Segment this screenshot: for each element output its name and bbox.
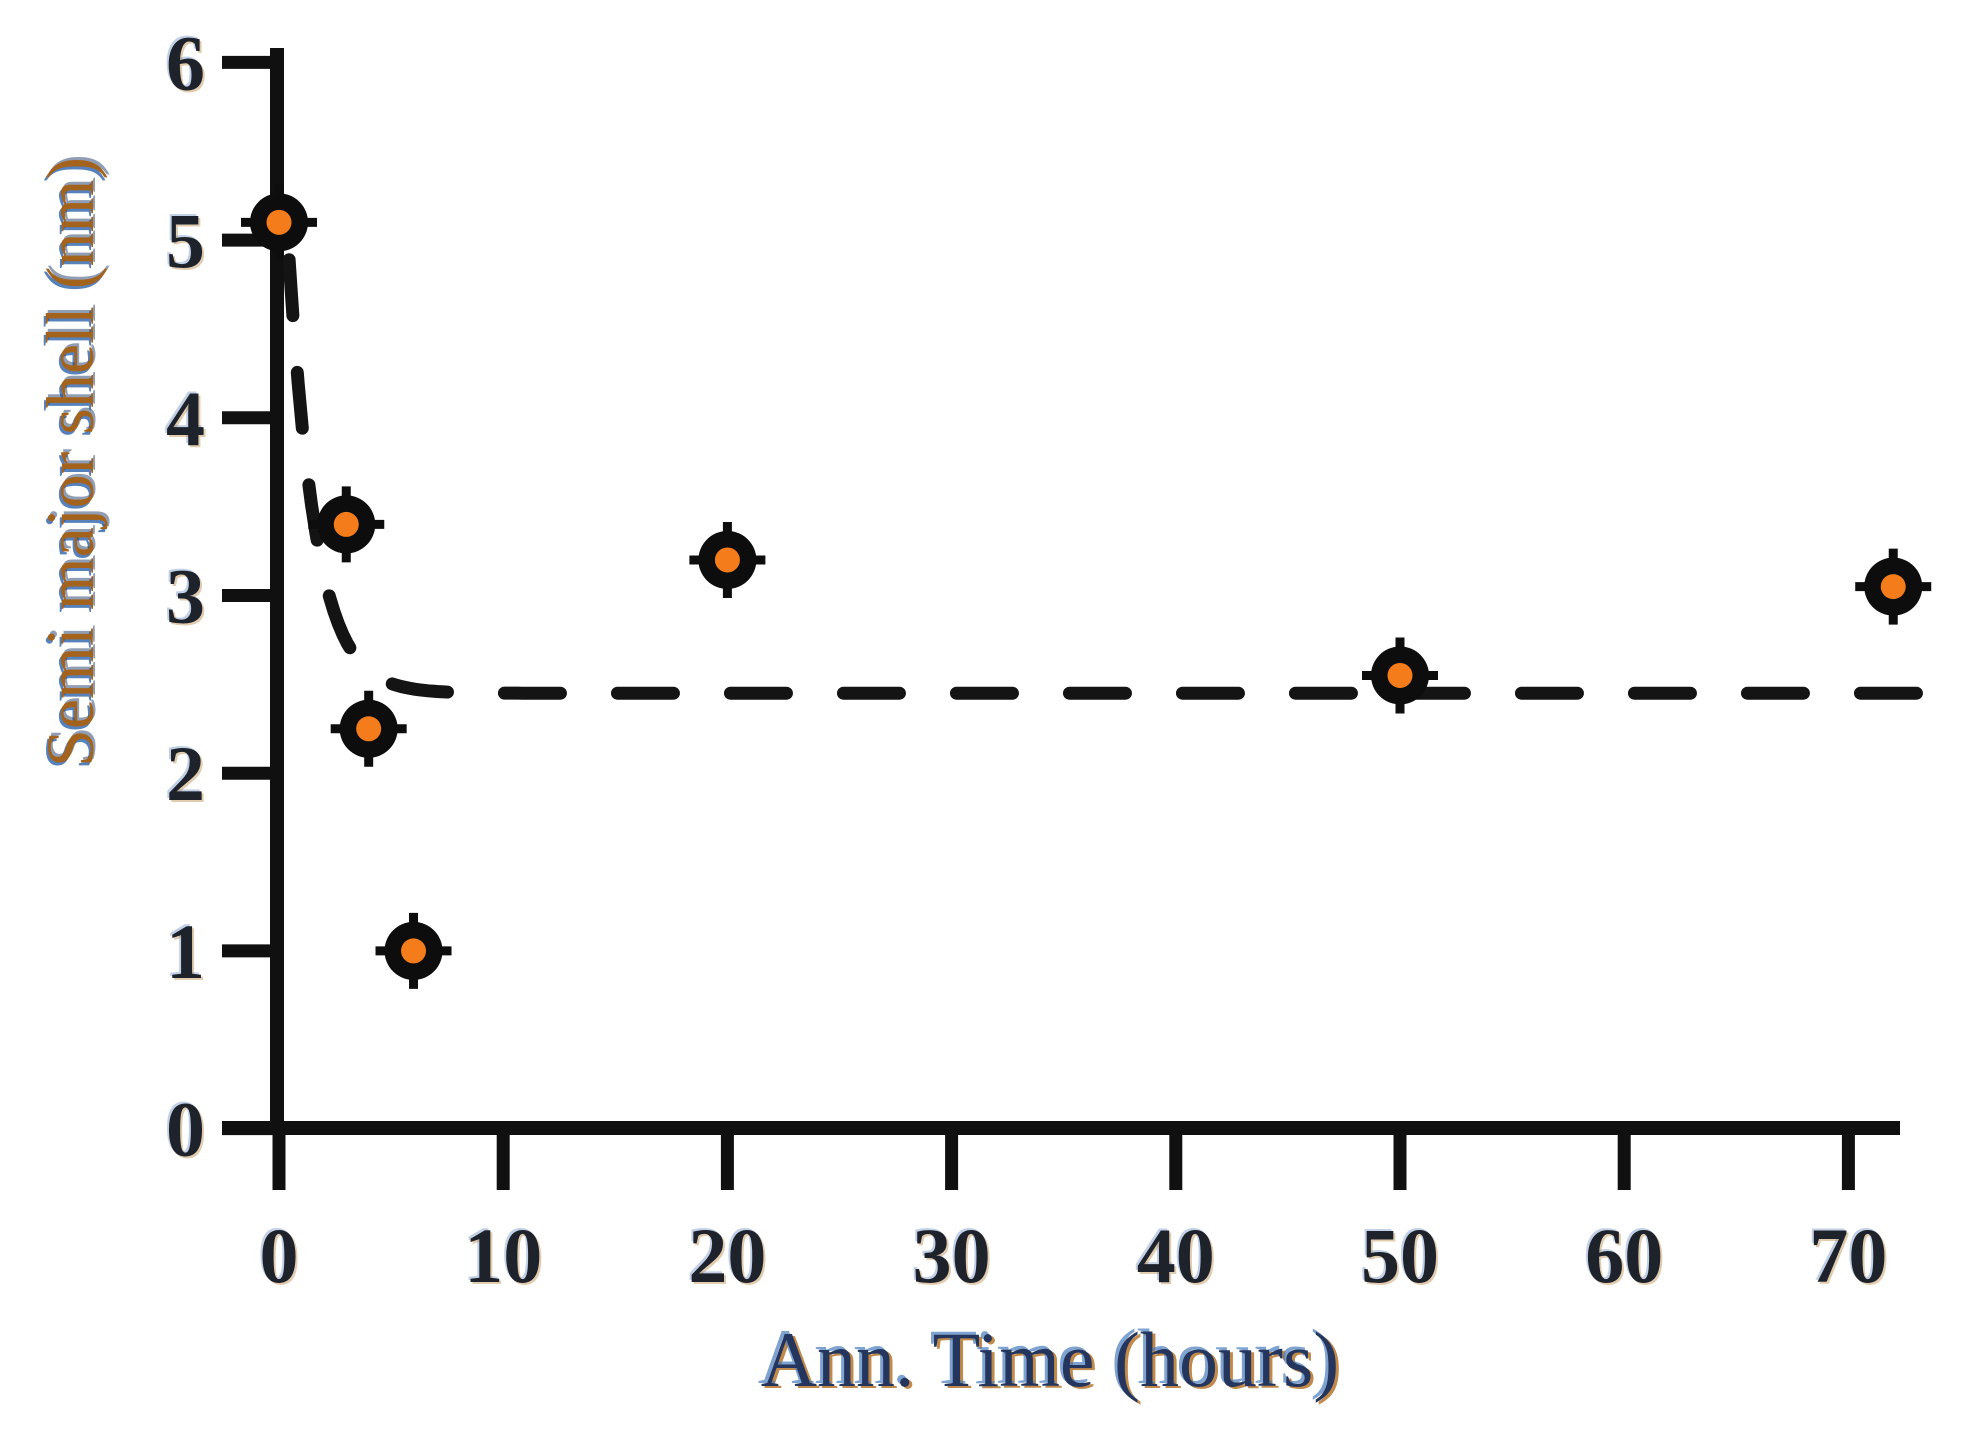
y-tick-label: 5 [166, 197, 205, 284]
x-tick-label: 70 [1809, 1212, 1887, 1299]
x-axis-title: Ann. Time (hours) Ann. Time (hours) Ann.… [758, 1313, 1343, 1405]
data-point [241, 184, 317, 261]
data-point [689, 521, 766, 598]
x-tick-label: 20 [688, 1212, 766, 1299]
marker-center [401, 938, 427, 964]
marker-center [333, 511, 359, 537]
x-tick-label: 10 [464, 1212, 542, 1299]
marker-center [356, 716, 382, 742]
data-point [308, 486, 385, 563]
x-axis-title-fringe-blue: Ann. Time (hours) [758, 1313, 1337, 1400]
marker-center [714, 547, 740, 573]
y-tick-label: 6 [166, 19, 205, 106]
x-tick-label: 30 [913, 1212, 991, 1299]
data-point [330, 690, 407, 767]
x-tick-label: 40 [1137, 1212, 1215, 1299]
y-tick-label: 2 [166, 730, 205, 817]
y-tick-label: 3 [166, 553, 205, 640]
marker-center [1880, 574, 1906, 600]
y-tick-label: 4 [166, 375, 205, 462]
x-axis-ticks: 0 10 20 30 40 50 60 70 [260, 1128, 1887, 1299]
marker-center [1387, 662, 1413, 688]
x-axis-title-label: Ann. Time (hours) [761, 1316, 1340, 1403]
data-point [1855, 548, 1932, 625]
y-axis-ticks: 0 1 2 3 4 5 6 [166, 19, 277, 1173]
axes: 0 1 2 3 4 5 6 0 10 20 30 40 50 60 70 [166, 19, 1900, 1299]
marker-center [266, 209, 292, 235]
y-tick-label: 0 [166, 1086, 205, 1173]
x-tick-label: 50 [1361, 1212, 1439, 1299]
trend-curve [282, 253, 1927, 700]
data-point [1362, 637, 1438, 714]
y-axis-title-fringe-blue: Semi major shell (nm) [30, 160, 106, 770]
x-tick-label: 0 [260, 1212, 299, 1299]
x-tick-label: 60 [1585, 1212, 1663, 1299]
data-point [375, 912, 452, 989]
data-points [241, 184, 1932, 989]
y-axis-title-label: Semi major shell (nm) [32, 157, 108, 767]
x-axis-title-fringe-orange: Ann. Time (hours) [764, 1318, 1343, 1405]
y-tick-label: 1 [166, 908, 205, 995]
y-axis-title-fringe-dark: Semi major shell (nm) [34, 154, 110, 764]
y-axis-title: Semi major shell (nm) Semi major shell (… [30, 154, 110, 770]
